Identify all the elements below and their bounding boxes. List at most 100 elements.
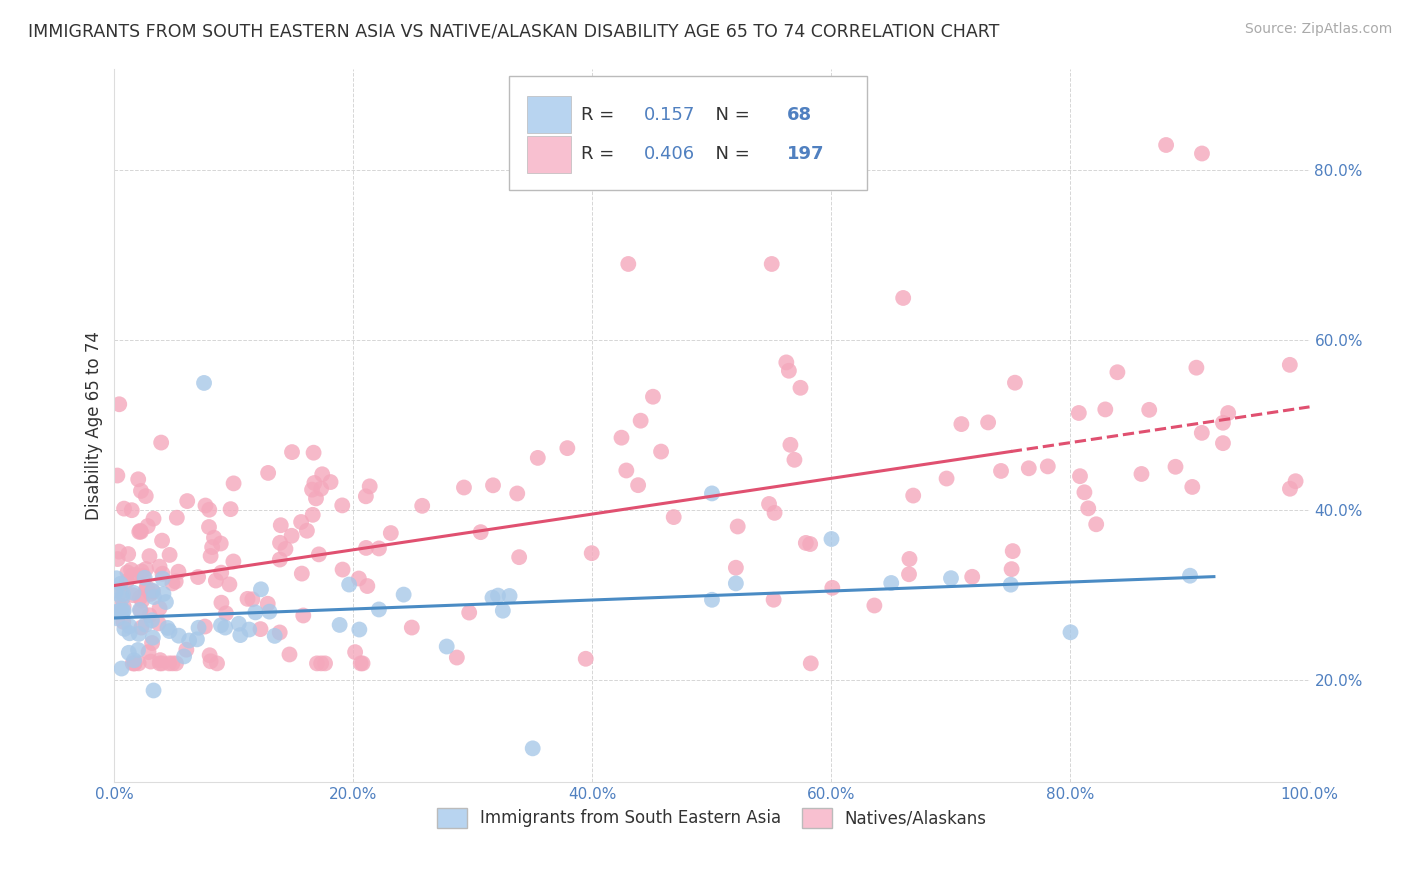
- Point: [368, 541, 391, 556]
- Point: [291, 566, 314, 581]
- Point: [436, 640, 458, 654]
- Point: [1178, 568, 1201, 582]
- Point: [142, 584, 165, 599]
- Point: [700, 486, 723, 500]
- Point: [617, 257, 640, 271]
- Point: [236, 591, 259, 606]
- Point: [135, 562, 157, 576]
- Point: [165, 657, 187, 671]
- Point: [1059, 625, 1081, 640]
- Point: [290, 515, 312, 529]
- Point: [627, 478, 650, 492]
- Point: [1001, 544, 1024, 558]
- Point: [194, 499, 217, 513]
- Point: [1036, 459, 1059, 474]
- Point: [309, 482, 332, 496]
- Point: [245, 606, 267, 620]
- Point: [880, 576, 903, 591]
- Point: [128, 524, 150, 539]
- Point: [105, 605, 128, 619]
- Point: [209, 536, 232, 550]
- Point: [305, 657, 328, 671]
- Point: [295, 524, 318, 538]
- Point: [292, 608, 315, 623]
- Point: [152, 587, 174, 601]
- Point: [1067, 406, 1090, 420]
- Point: [1191, 146, 1213, 161]
- Point: [159, 548, 181, 562]
- Point: [167, 565, 190, 579]
- Point: [118, 619, 141, 633]
- Point: [238, 623, 260, 637]
- Point: [762, 592, 785, 607]
- Point: [960, 570, 983, 584]
- Point: [110, 576, 132, 591]
- Text: Source: ZipAtlas.com: Source: ZipAtlas.com: [1244, 22, 1392, 37]
- Point: [222, 476, 245, 491]
- Point: [129, 524, 152, 538]
- Point: [128, 603, 150, 617]
- Point: [458, 606, 481, 620]
- Point: [112, 604, 135, 618]
- Point: [122, 586, 145, 600]
- Point: [111, 605, 134, 619]
- Point: [121, 568, 143, 582]
- Point: [176, 494, 198, 508]
- FancyBboxPatch shape: [509, 76, 868, 190]
- Point: [581, 546, 603, 560]
- Point: [498, 589, 520, 603]
- Point: [349, 623, 371, 637]
- Point: [129, 524, 152, 539]
- Point: [508, 550, 530, 565]
- Point: [200, 549, 222, 563]
- Point: [761, 257, 783, 271]
- Point: [337, 577, 360, 591]
- Text: N =: N =: [703, 106, 755, 124]
- Point: [165, 574, 187, 589]
- Point: [1069, 469, 1091, 483]
- Point: [898, 567, 921, 582]
- Point: [778, 364, 800, 378]
- Point: [309, 657, 332, 671]
- FancyBboxPatch shape: [527, 136, 571, 173]
- Point: [121, 657, 143, 671]
- Point: [143, 590, 166, 604]
- Point: [1181, 480, 1204, 494]
- Point: [125, 568, 148, 582]
- Point: [162, 576, 184, 591]
- Point: [105, 468, 128, 483]
- Point: [263, 629, 285, 643]
- Point: [794, 536, 817, 550]
- Point: [950, 417, 973, 431]
- Point: [131, 594, 153, 608]
- Point: [209, 618, 232, 632]
- Point: [470, 525, 492, 540]
- Point: [380, 526, 402, 541]
- Point: [121, 503, 143, 517]
- Point: [124, 657, 146, 671]
- Point: [150, 435, 173, 450]
- Point: [1085, 517, 1108, 532]
- Point: [229, 628, 252, 642]
- Point: [110, 585, 132, 599]
- Point: [118, 626, 141, 640]
- Point: [187, 570, 209, 584]
- Point: [205, 657, 228, 671]
- Point: [1000, 562, 1022, 576]
- Point: [141, 613, 163, 627]
- Point: [136, 581, 159, 595]
- Text: 68: 68: [787, 106, 813, 124]
- Point: [1284, 474, 1306, 488]
- Point: [506, 486, 529, 500]
- Point: [280, 529, 302, 543]
- Point: [135, 582, 157, 596]
- Point: [219, 502, 242, 516]
- Point: [138, 608, 160, 623]
- Point: [162, 657, 184, 671]
- Point: [1218, 406, 1240, 420]
- Point: [214, 621, 236, 635]
- Point: [301, 508, 323, 522]
- Point: [142, 511, 165, 525]
- Point: [401, 621, 423, 635]
- Point: [129, 483, 152, 498]
